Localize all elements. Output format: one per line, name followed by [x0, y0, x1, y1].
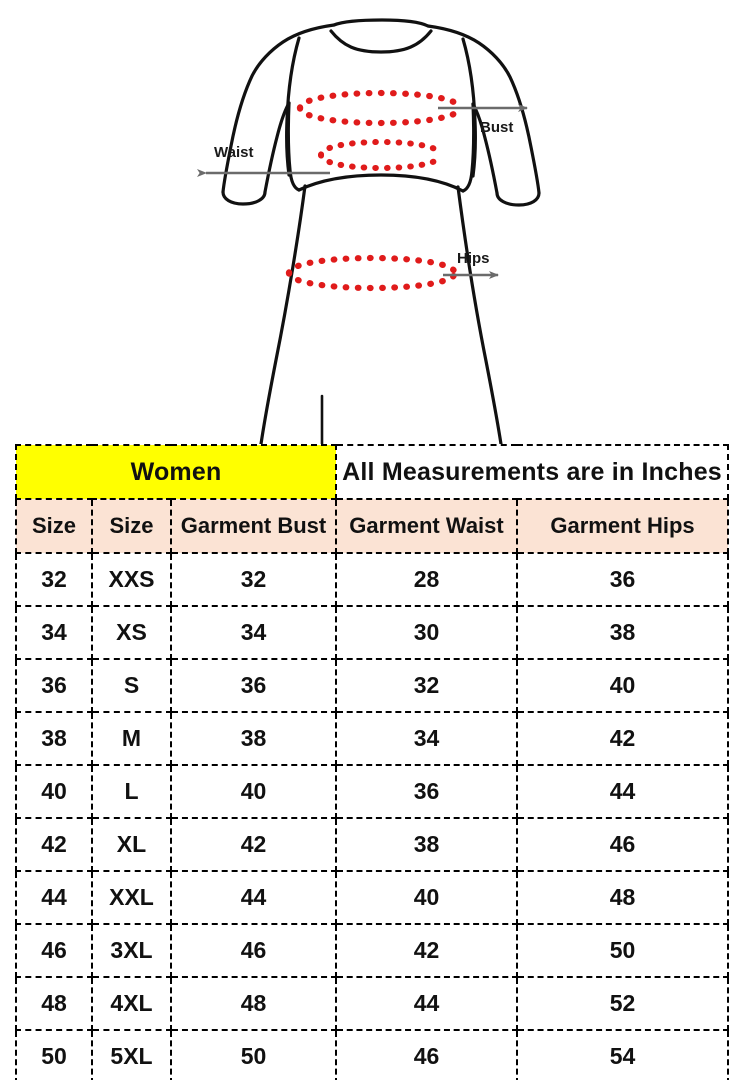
cell-garment-waist: 38 — [335, 817, 519, 872]
table-row: 44 XXL 44 40 48 — [15, 870, 730, 925]
hips-measure-ring — [285, 254, 459, 292]
table-row: 46 3XL 46 42 50 — [15, 923, 730, 978]
table-row: 32 XXS 32 28 36 — [15, 552, 730, 607]
cell-size-alpha: XS — [91, 605, 172, 660]
table-header-row: Size Size Garment Bust Garment Waist Gar… — [15, 498, 730, 554]
cell-garment-bust: 46 — [169, 923, 338, 978]
cell-garment-waist: 46 — [335, 1029, 519, 1080]
cell-garment-hips: 40 — [516, 658, 730, 713]
cell-garment-bust: 48 — [169, 976, 338, 1031]
waist-measure-ring — [318, 138, 444, 172]
table-row: 42 XL 42 38 46 — [15, 817, 730, 872]
cell-garment-bust: 38 — [169, 711, 338, 766]
cell-garment-hips: 52 — [516, 976, 730, 1031]
cell-size-alpha: 3XL — [91, 923, 172, 978]
size-chart-table: Women All Measurements are in Inches Siz… — [14, 444, 730, 1080]
cell-size-alpha: M — [91, 711, 172, 766]
cell-size-numeric: 50 — [15, 1029, 93, 1080]
table-row: 36 S 36 32 40 — [15, 658, 730, 713]
cell-size-numeric: 38 — [15, 711, 93, 766]
cell-size-numeric: 46 — [15, 923, 93, 978]
cell-size-alpha: S — [91, 658, 172, 713]
table-row: 34 XS 34 30 38 — [15, 605, 730, 660]
cell-garment-waist: 30 — [335, 605, 519, 660]
cell-garment-waist: 36 — [335, 764, 519, 819]
group-label-cell: Women — [14, 444, 338, 500]
table-row: 40 L 40 36 44 — [15, 764, 730, 819]
cell-size-numeric: 32 — [15, 552, 93, 607]
cell-garment-bust: 44 — [169, 870, 338, 925]
cell-garment-hips: 50 — [516, 923, 730, 978]
cell-size-alpha: XL — [91, 817, 172, 872]
cell-garment-hips: 42 — [516, 711, 730, 766]
column-header-garment-hips: Garment Hips — [516, 498, 730, 554]
cell-garment-bust: 34 — [169, 605, 338, 660]
cell-garment-waist: 44 — [335, 976, 519, 1031]
bust-measure-ring — [296, 89, 464, 127]
cell-size-numeric: 34 — [15, 605, 93, 660]
column-header-size-alpha: Size — [91, 498, 172, 554]
cell-garment-hips: 44 — [516, 764, 730, 819]
size-chart-table-container: Women All Measurements are in Inches Siz… — [14, 444, 730, 1080]
units-note-cell: All Measurements are in Inches — [335, 444, 730, 500]
dress-illustration: Bust Waist Hips — [0, 0, 746, 446]
cell-garment-hips: 38 — [516, 605, 730, 660]
table-row: 38 M 38 34 42 — [15, 711, 730, 766]
cell-size-alpha: L — [91, 764, 172, 819]
cell-garment-hips: 54 — [516, 1029, 730, 1080]
table-title-row: Women All Measurements are in Inches — [14, 444, 730, 500]
size-chart-body: Women All Measurements are in Inches Siz… — [14, 444, 730, 1080]
cell-garment-waist: 28 — [335, 552, 519, 607]
cell-garment-waist: 40 — [335, 870, 519, 925]
cell-size-numeric: 44 — [15, 870, 93, 925]
cell-size-numeric: 42 — [15, 817, 93, 872]
cell-size-numeric: 40 — [15, 764, 93, 819]
cell-garment-bust: 32 — [169, 552, 338, 607]
cell-garment-hips: 48 — [516, 870, 730, 925]
bust-label: Bust — [480, 119, 513, 136]
cell-garment-hips: 36 — [516, 552, 730, 607]
garment-outline — [221, 18, 541, 446]
cell-garment-waist: 32 — [335, 658, 519, 713]
column-header-garment-bust: Garment Bust — [169, 498, 338, 554]
table-row: 50 5XL 50 46 54 — [15, 1029, 730, 1080]
hips-label: Hips — [457, 250, 490, 267]
cell-garment-bust: 50 — [169, 1029, 338, 1080]
cell-garment-waist: 34 — [335, 711, 519, 766]
cell-garment-bust: 36 — [169, 658, 338, 713]
cell-garment-waist: 42 — [335, 923, 519, 978]
cell-size-alpha: XXL — [91, 870, 172, 925]
column-header-garment-waist: Garment Waist — [335, 498, 519, 554]
cell-size-numeric: 48 — [15, 976, 93, 1031]
cell-size-alpha: XXS — [91, 552, 172, 607]
cell-size-numeric: 36 — [15, 658, 93, 713]
table-row: 48 4XL 48 44 52 — [15, 976, 730, 1031]
waist-label: Waist — [214, 144, 253, 161]
cell-garment-hips: 46 — [516, 817, 730, 872]
column-header-size-numeric: Size — [15, 498, 93, 554]
cell-size-alpha: 5XL — [91, 1029, 172, 1080]
cell-garment-bust: 40 — [169, 764, 338, 819]
cell-garment-bust: 42 — [169, 817, 338, 872]
cell-size-alpha: 4XL — [91, 976, 172, 1031]
